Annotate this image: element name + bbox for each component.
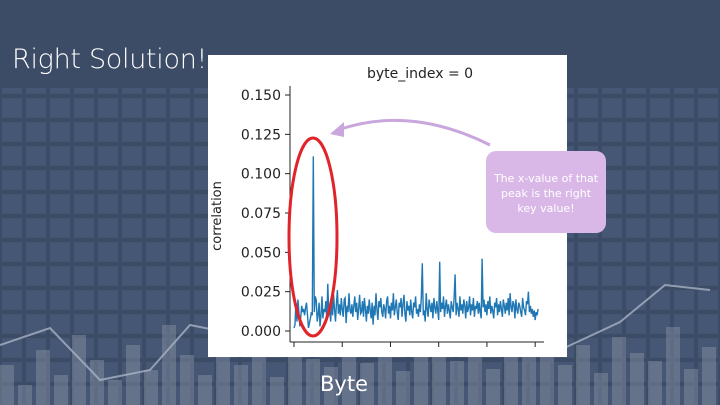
background-bar [702, 347, 716, 405]
background-bar [90, 360, 104, 405]
y-axis-label: correlation [210, 181, 225, 251]
background-bar [666, 327, 680, 405]
background-bar [234, 365, 248, 405]
callout-note: The x-value of that peak is the right ke… [486, 151, 606, 233]
background-bar [396, 371, 410, 405]
background-bar [0, 365, 14, 405]
y-tick-label: 0.125 [241, 127, 281, 143]
background-bar [108, 380, 122, 405]
y-tick-label: 0.025 [241, 285, 281, 301]
background-bar [486, 369, 500, 405]
background-bar [252, 350, 266, 405]
background-bar [414, 355, 428, 405]
background-bar [324, 367, 338, 405]
background-bar [558, 365, 572, 405]
background-bar [54, 375, 68, 405]
background-bar [630, 353, 644, 405]
background-bar [504, 351, 518, 405]
y-tick-label: 0.150 [241, 88, 281, 104]
background-bar [576, 345, 590, 405]
background-bar [360, 363, 374, 405]
background-bar [144, 370, 158, 405]
background-bar [36, 350, 50, 405]
background-bar [594, 373, 608, 405]
background-bar [432, 343, 446, 405]
callout-arrow [337, 118, 491, 147]
background-bar [450, 361, 464, 405]
background-bar [18, 385, 32, 405]
background-bars [0, 325, 716, 405]
y-tick-label: 0.000 [241, 324, 281, 340]
x-axis [290, 341, 544, 347]
background-bar [72, 335, 86, 405]
background-bar [684, 369, 698, 405]
slide-title: Right Solution! [12, 44, 208, 75]
background-bar [342, 347, 356, 405]
y-tick-label: 0.050 [241, 245, 281, 261]
y-tick-label: 0.075 [241, 206, 281, 222]
caption-byte: Byte [320, 372, 368, 396]
chart-title: byte_index = 0 [367, 66, 473, 82]
background-bar [180, 355, 194, 405]
background-bar [198, 375, 212, 405]
background-bar [612, 337, 626, 405]
peak-highlight-ellipse [287, 136, 339, 338]
background-bar [270, 377, 284, 405]
background-bar [522, 357, 536, 405]
background-bar [648, 361, 662, 405]
callout-arrowhead [330, 122, 344, 137]
background-bar [126, 345, 140, 405]
background-bar [306, 359, 320, 405]
correlation-series-line [293, 156, 539, 329]
y-tick-label: 0.100 [241, 167, 281, 183]
